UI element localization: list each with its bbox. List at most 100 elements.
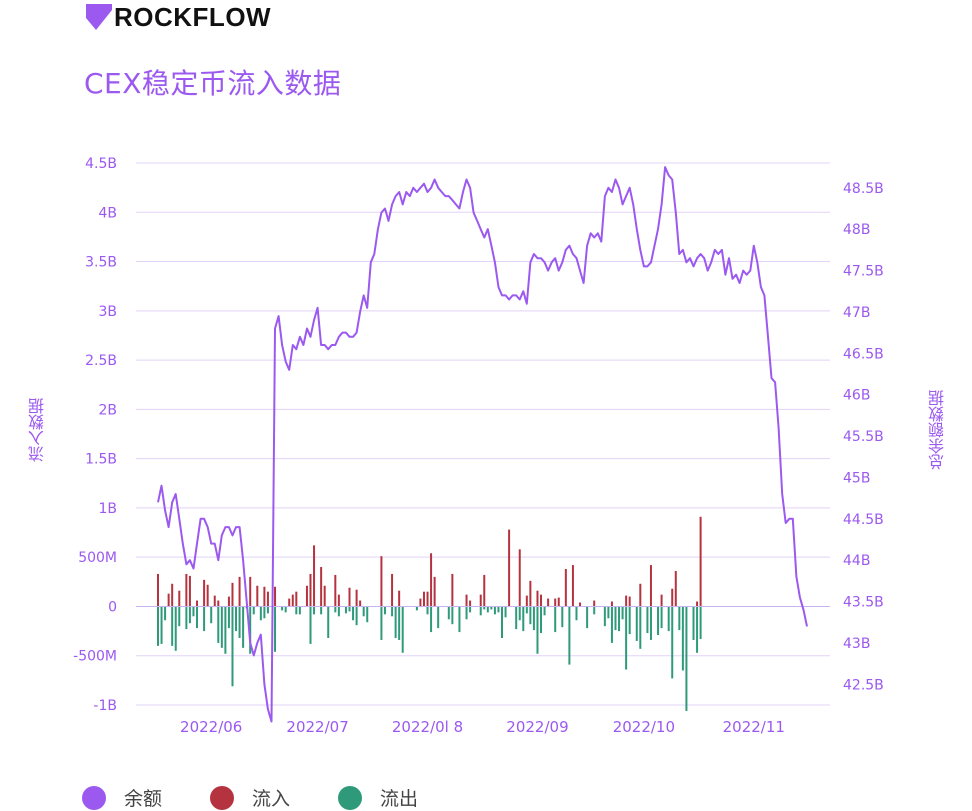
outflow-bar: [298, 606, 301, 615]
inflow-bar: [171, 583, 174, 607]
outflow-bar: [259, 606, 262, 621]
outflow-bar: [699, 606, 702, 639]
x-tick-label: 2022/07: [286, 718, 348, 736]
inflow-bar: [213, 595, 216, 607]
outflow-bar: [529, 606, 532, 625]
outflow-bar: [536, 606, 539, 654]
left-tick-label: -1B: [93, 698, 117, 714]
inflow-bar: [263, 586, 266, 607]
inflow-bar: [593, 600, 596, 607]
outflow-bar: [320, 606, 323, 615]
legend-dot-balance: [82, 785, 106, 810]
x-tick-label: 2022/10: [613, 718, 675, 736]
outflow-bar: [348, 606, 351, 612]
inflow-bar: [178, 590, 181, 607]
outflow-bar: [171, 606, 174, 646]
inflow-bar: [196, 600, 199, 607]
outflow-bar: [164, 606, 167, 621]
outflow-bar: [238, 606, 241, 638]
outflow-bar: [649, 606, 652, 640]
outflow-bar: [458, 606, 461, 633]
left-tick-label: 3B: [98, 304, 117, 320]
outflow-bar: [391, 606, 394, 617]
outflow-bar: [227, 606, 230, 629]
legend-label-balance: 余额: [124, 788, 163, 810]
outflow-bar: [692, 606, 695, 640]
inflow-bar: [380, 556, 383, 607]
inflow-bar: [348, 587, 351, 607]
inflow-bar: [167, 593, 170, 607]
outflow-bar: [646, 606, 649, 634]
inflow-bar: [483, 574, 486, 607]
outflow-bar: [242, 606, 245, 648]
inflow-bar: [238, 576, 241, 607]
inflow-bar: [157, 573, 159, 607]
outflow-bar: [603, 606, 606, 627]
inflow-bar: [465, 594, 468, 607]
inflow-bar: [610, 601, 613, 607]
outflow-bar: [337, 606, 340, 617]
outflow-bar: [483, 606, 486, 610]
inflow-bar: [529, 580, 532, 607]
outflow-bar: [178, 606, 181, 627]
inflow-bar: [639, 583, 642, 607]
outflow-bar: [486, 606, 489, 613]
left-tick-label: 4.5B: [85, 156, 117, 172]
right-tick-label: 47.5B: [843, 264, 884, 280]
outflow-bar: [249, 606, 252, 654]
inflow-bar: [508, 529, 511, 607]
outflow-bar: [607, 606, 610, 619]
outflow-bar: [575, 606, 578, 621]
outflow-bar: [217, 606, 220, 643]
outflow-bar: [447, 606, 450, 620]
inflow-bar: [185, 573, 188, 607]
legend-item-outflow[interactable]: 流出: [338, 784, 418, 811]
chart-title: CEX稳定币流入数据: [84, 67, 342, 100]
cex-stablecoin-chart: 4.5B 4B 3.5B 3B 2.5B 2B 1.5B 1B 500M 0 -500M -1B 48.…: [73, 156, 884, 736]
inflow-bar: [540, 594, 543, 607]
right-tick-label: 47B: [843, 305, 870, 321]
outflow-bar: [465, 606, 468, 620]
inflow-bar: [249, 576, 252, 607]
right-tick-label: 46.5B: [843, 346, 884, 362]
inflow-bar: [274, 586, 277, 607]
legend-item-balance[interactable]: 余额: [82, 784, 162, 811]
inflow-bar: [266, 591, 269, 607]
inflow-bar: [628, 596, 631, 607]
outflow-bar: [355, 606, 358, 626]
legend-item-inflow[interactable]: 流入: [210, 784, 290, 811]
outflow-bar: [593, 606, 596, 615]
inflow-bar: [564, 569, 567, 607]
outflow-bar: [252, 606, 255, 615]
inflow-bar: [398, 590, 401, 607]
inflow-bar: [699, 516, 702, 607]
outflow-bar: [185, 606, 188, 630]
inflow-bar: [426, 591, 429, 607]
outflow-bar: [220, 606, 223, 648]
inflow-bar: [391, 573, 394, 607]
outflow-bar: [266, 606, 269, 614]
outflow-bar: [497, 606, 500, 613]
inflow-bar: [536, 590, 539, 607]
legend-label-inflow: 流入: [252, 788, 291, 810]
outflow-bar: [469, 606, 472, 613]
outflow-bar: [394, 606, 397, 638]
outflow-bar: [334, 606, 337, 613]
right-tick-label: 43B: [843, 636, 870, 652]
left-tick-label: 0: [108, 599, 117, 615]
right-tick-label: 48.5B: [843, 181, 884, 197]
outflow-bar: [561, 606, 564, 628]
inflow-bar: [256, 585, 259, 607]
inflow-bar: [313, 545, 316, 607]
inflow-bar: [355, 589, 358, 607]
outflow-bar: [327, 606, 330, 638]
outflow-bar: [295, 606, 298, 615]
inflow-bar: [451, 573, 454, 607]
outflow-bar: [504, 606, 507, 618]
outflow-bar: [490, 606, 493, 610]
inflow-bar: [320, 567, 323, 607]
right-tick-label: 48B: [843, 222, 870, 238]
outflow-bar: [188, 606, 191, 624]
outflow-bar: [160, 606, 163, 644]
outflow-bar: [501, 606, 504, 638]
